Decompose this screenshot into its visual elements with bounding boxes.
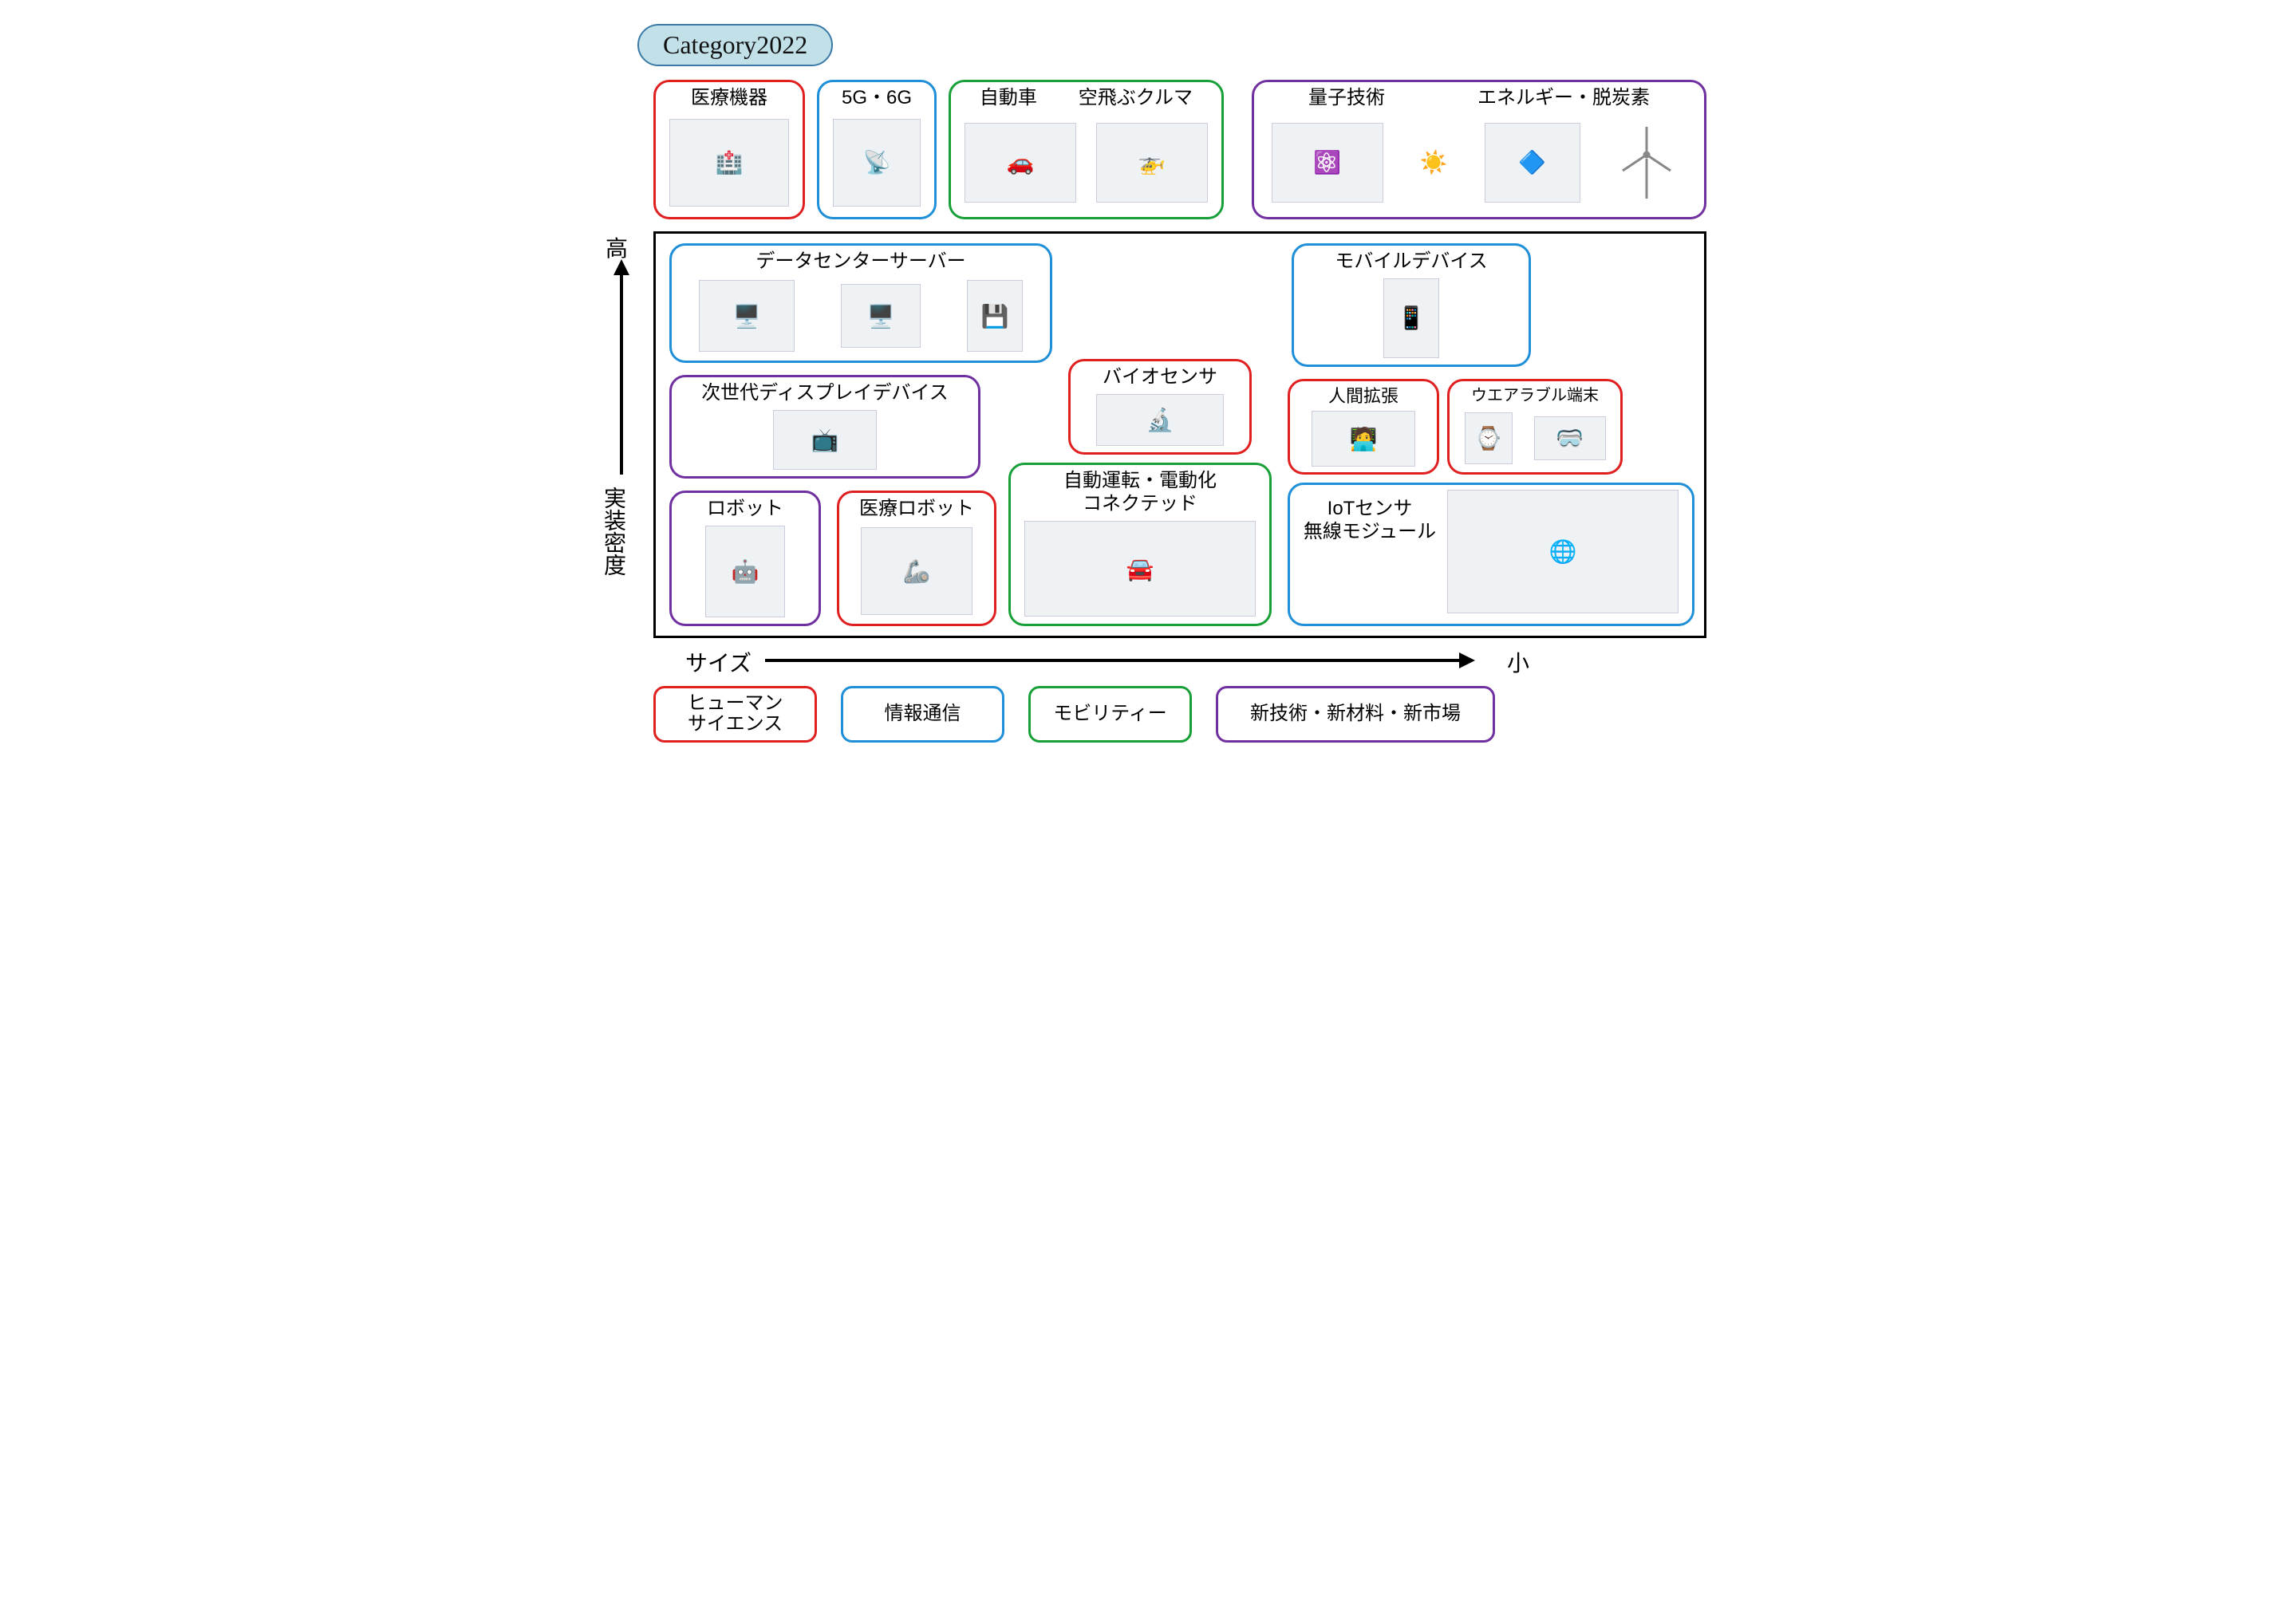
icon-area-autodrive: 🚘: [1019, 516, 1261, 619]
x-arrow-head-icon: [1459, 652, 1475, 668]
box-biosensor: バイオセンサ 🔬: [1068, 359, 1252, 455]
server-tower-icon: 💾: [967, 280, 1023, 352]
label-medrobot: 医療ロボット: [859, 498, 974, 521]
flying-car-icon: 🚁: [1096, 123, 1208, 203]
label-medical: 医療機器: [691, 87, 767, 110]
smartwatch-icon: ⌚: [1465, 412, 1513, 464]
legend-mobility: モビリティー: [1028, 686, 1192, 743]
tv-display-icon: 📺: [773, 410, 877, 470]
label-mobile: モバイルデバイス: [1335, 250, 1487, 274]
y-axis-label: 実装密度: [598, 487, 629, 576]
icon-area-display: 📺: [680, 405, 970, 471]
legend-human-label: ヒューマン サイエンス: [688, 693, 783, 735]
icon-area-medical: 🏥: [664, 110, 795, 212]
icon-area-quantum: ⚛️ ☀️ 🔷: [1262, 110, 1696, 212]
box-auto-flying-car: 自動車 空飛ぶクルマ 🚗 🚁: [949, 80, 1224, 219]
monitor-icon: 🖥️: [841, 284, 921, 348]
box-robot: ロボット 🤖: [669, 491, 821, 626]
icon-area-datacenter: 🖥️ 🖥️ 💾: [680, 274, 1042, 356]
label-datacenter: データセンターサーバー: [755, 250, 965, 274]
label-autodrive: 自動運転・電動化 コネクテッド: [1063, 470, 1217, 516]
box-mobile-device: モバイルデバイス 📱: [1292, 243, 1531, 367]
title-pill: Category2022: [637, 24, 833, 66]
icon-area-medrobot: 🦾: [847, 521, 986, 619]
label-wearable: ウエアラブル端末: [1471, 386, 1599, 405]
x-axis-left-label: サイズ: [685, 646, 752, 678]
legend-mobility-label: モビリティー: [1053, 704, 1167, 724]
legend-newtech: 新技術・新材料・新市場: [1216, 686, 1495, 743]
label-quantum: 量子技術: [1308, 87, 1385, 110]
box-medical-robot: 医療ロボット 🦾: [837, 491, 996, 626]
car-icon: 🚗: [965, 123, 1076, 203]
connected-car-icon: 🚘: [1024, 521, 1256, 617]
humanoid-robot-icon: 🤖: [705, 526, 785, 617]
box-medical-devices: 医療機器 🏥: [653, 80, 805, 219]
legend-row: ヒューマン サイエンス 情報通信 モビリティー 新技術・新材料・新市場: [653, 686, 1495, 743]
icon-area-mobile: 📱: [1302, 274, 1521, 360]
label-biosensor: バイオセンサ: [1103, 366, 1217, 389]
label-robot: ロボット: [707, 498, 783, 521]
label-iot: IoTセンサ 無線モジュール: [1298, 498, 1442, 544]
box-quantum-energy: 量子技術 エネルギー・脱炭素 ⚛️ ☀️ 🔷: [1252, 80, 1706, 219]
icon-area-wearable: ⌚ 🥽: [1458, 405, 1612, 467]
label-energy: エネルギー・脱炭素: [1477, 87, 1650, 110]
y-axis-top-label: 高: [606, 231, 628, 263]
x-arrow-stem: [765, 659, 1459, 662]
label-display: 次世代ディスプレイデバイス: [701, 382, 949, 405]
quantum-chip-icon: ⚛️: [1272, 123, 1383, 203]
label-auto: 自動車: [980, 87, 1037, 110]
human-augment-icon: 🧑‍💻: [1312, 411, 1415, 467]
icon-area-biosensor: 🔬: [1079, 389, 1241, 447]
legend-newtech-label: 新技術・新材料・新市場: [1250, 704, 1461, 724]
solar-panel-icon: 🔷: [1485, 123, 1580, 203]
legend-human-science: ヒューマン サイエンス: [653, 686, 817, 743]
y-arrow-head-icon: [613, 259, 629, 275]
box-autodrive: 自動運転・電動化 コネクテッド 🚘: [1008, 463, 1272, 626]
wind-turbine-icon: [1607, 123, 1686, 203]
iot-network-icon: 🌐: [1447, 490, 1679, 613]
box-iot: IoTセンサ 無線モジュール 🌐: [1288, 483, 1694, 626]
label-augment: 人間拡張: [1328, 386, 1399, 407]
diagram-canvas: Category2022 医療機器 🏥 5G・6G 📡 自動車 空飛ぶクルマ 🚗…: [574, 16, 1722, 822]
box-wearable: ウエアラブル端末 ⌚ 🥽: [1447, 379, 1623, 475]
legend-info-label: 情報通信: [885, 704, 961, 724]
surgical-robot-icon: 🦾: [861, 527, 972, 615]
smartphone-icon: 📱: [1383, 278, 1439, 358]
icon-area-robot: 🤖: [680, 521, 811, 619]
box-datacenter: データセンターサーバー 🖥️ 🖥️ 💾: [669, 243, 1052, 363]
box-human-augment: 人間拡張 🧑‍💻: [1288, 379, 1439, 475]
title-text: Category2022: [663, 30, 807, 59]
sun-icon: ☀️: [1410, 123, 1458, 203]
biosensor-chip-icon: 🔬: [1096, 394, 1224, 446]
icon-area-5g: 📡: [827, 110, 926, 212]
label-5g6g: 5G・6G: [842, 87, 912, 110]
icon-area-iot: 🌐: [1442, 490, 1684, 613]
y-arrow-stem: [620, 275, 623, 475]
label-flying-car: 空飛ぶクルマ: [1079, 87, 1193, 110]
hospital-bed-icon: 🏥: [669, 119, 789, 207]
legend-info-comm: 情報通信: [841, 686, 1004, 743]
box-display: 次世代ディスプレイデバイス 📺: [669, 375, 980, 479]
box-5g-6g: 5G・6G 📡: [817, 80, 937, 219]
icon-area-auto: 🚗 🚁: [959, 110, 1213, 212]
server-rack-icon: 🖥️: [699, 280, 795, 352]
icon-area-augment: 🧑‍💻: [1298, 407, 1429, 467]
antenna-tower-icon: 📡: [833, 119, 921, 207]
x-axis-right-label: 小: [1507, 646, 1529, 678]
vr-goggles-icon: 🥽: [1534, 416, 1606, 460]
